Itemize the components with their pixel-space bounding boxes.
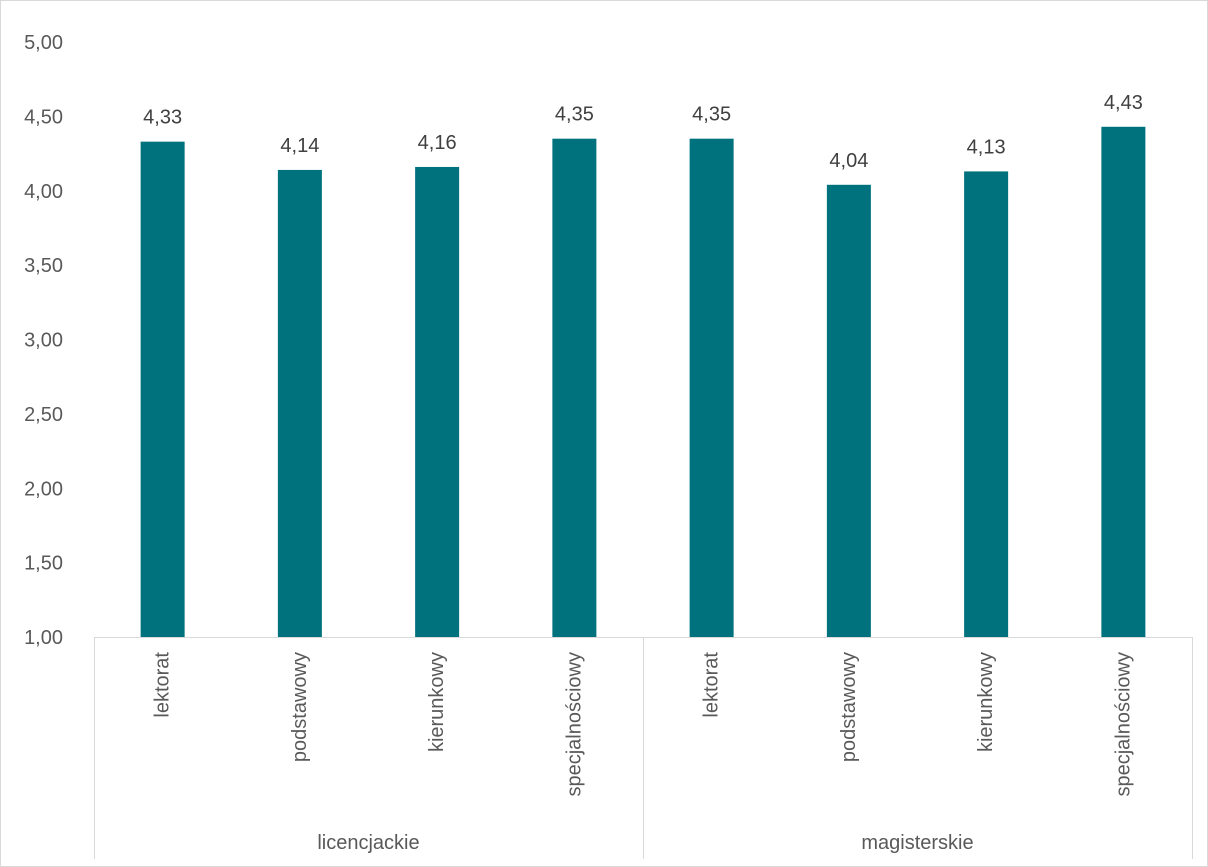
- data-label: 4,33: [143, 107, 182, 129]
- y-tick-label: 3,00: [24, 330, 63, 352]
- data-label: 4,14: [280, 135, 319, 157]
- bar: [415, 166, 460, 637]
- x-group-label: licencjackie: [317, 832, 419, 854]
- x-category-label: lektorat: [152, 652, 174, 718]
- x-category-label: podstawowy: [289, 652, 311, 762]
- x-category-label: specjalnościowy: [563, 652, 585, 797]
- y-tick-label: 1,50: [24, 553, 63, 575]
- bar: [964, 171, 1009, 637]
- data-label: 4,16: [418, 132, 457, 154]
- y-tick-label: 4,50: [24, 106, 63, 128]
- bar: [826, 184, 871, 638]
- bar: [689, 138, 734, 637]
- x-axis: lektorat podstawowy kierunkowy specjalności…: [94, 637, 1193, 859]
- y-tick-label: 2,50: [24, 404, 63, 426]
- y-tick-label: 1,00: [24, 627, 63, 649]
- data-labels: 4,33 4,14 4,16 4,35 4,35 4,04 4,13 4,43: [143, 92, 1143, 172]
- x-category-label: kierunkowy: [975, 652, 997, 752]
- x-category-label: kierunkowy: [426, 652, 448, 752]
- data-label: 4,04: [829, 150, 868, 172]
- x-category-label: lektorat: [701, 652, 723, 718]
- data-label: 4,35: [692, 104, 731, 126]
- x-group-label: magisterskie: [861, 832, 973, 854]
- y-axis-ticks: 1,00 1,50 2,00 2,50 3,00 3,50 4,00 4,50 5,00: [24, 32, 63, 649]
- y-tick-label: 3,50: [24, 255, 63, 277]
- bars: [140, 126, 1146, 638]
- y-tick-label: 5,00: [24, 32, 63, 54]
- y-tick-label: 4,00: [24, 181, 63, 203]
- x-category-label: specjalnościowy: [1112, 652, 1134, 797]
- y-tick-label: 2,00: [24, 478, 63, 500]
- x-category-label: podstawowy: [838, 652, 860, 762]
- data-label: 4,13: [967, 136, 1006, 158]
- bar: [277, 169, 322, 638]
- bar: [140, 141, 185, 637]
- bar: [1101, 126, 1146, 637]
- data-label: 4,43: [1104, 92, 1143, 114]
- bar: [552, 138, 597, 637]
- data-label: 4,35: [555, 104, 594, 126]
